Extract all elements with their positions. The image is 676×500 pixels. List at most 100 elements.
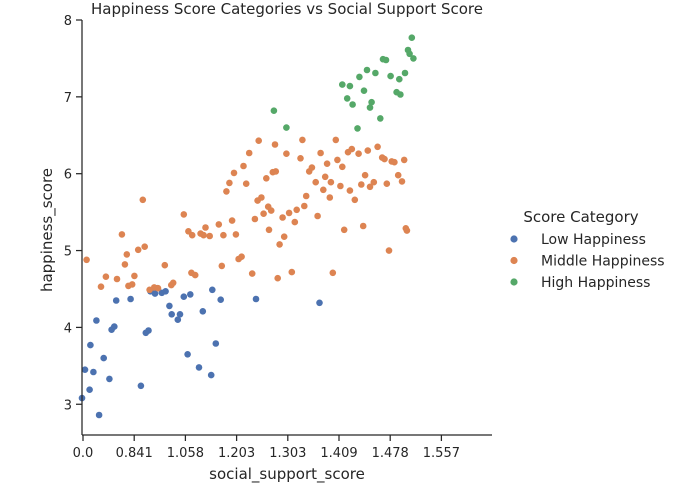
data-point [314,212,321,220]
data-point [360,87,368,94]
data-point [232,231,240,238]
data-point [95,411,103,419]
data-point [106,375,113,383]
data-point [377,115,384,122]
y-ticks: 3 4 5 6 7 8 [64,14,82,413]
x-tick-label: 1.058 [167,446,204,461]
data-point [316,299,323,307]
data-point [202,224,209,231]
data-point [228,217,236,224]
data-point [121,261,129,268]
y-tick-label: 7 [64,91,72,106]
data-point [199,308,207,315]
data-point [242,180,250,187]
legend-label: Low Happiness [541,232,646,248]
x-tick-label: 0.841 [116,446,153,461]
data-point [403,227,411,234]
data-point [195,364,203,371]
data-point [166,302,173,310]
data-point [113,275,121,283]
data-point [81,366,89,374]
data-point [276,241,283,248]
data-point [383,180,391,187]
data-point [168,311,175,318]
data-point [139,196,147,204]
x-tick-label: 1.557 [423,446,460,461]
data-point [218,262,226,270]
data-point [100,354,107,362]
data-point [86,386,93,394]
data-point [359,222,367,230]
legend-marker [510,256,518,265]
y-tick-label: 4 [64,321,72,336]
data-point [334,156,341,164]
data-point [354,125,361,132]
data-point [267,207,275,214]
data-point [326,194,334,201]
legend: Score Category Low Happiness Middle Happi… [510,208,665,291]
data-point [374,143,381,151]
data-point [191,271,199,279]
data-point [385,247,393,254]
data-point [93,317,100,324]
data-point [83,256,90,264]
data-point [134,246,142,254]
data-point [212,340,220,347]
data-point [112,297,120,304]
data-point [102,273,110,281]
data-point [321,173,329,181]
y-tick-label: 3 [64,398,72,413]
data-point [297,155,304,162]
data-point [372,69,379,77]
data-point [161,261,169,269]
data-point [349,101,356,108]
data-point [209,286,216,294]
data-point [145,327,152,334]
data-point [355,150,362,157]
data-point [288,268,296,276]
data-point [397,91,404,98]
data-point [301,202,308,210]
data-point [187,291,194,298]
data-point [141,243,148,250]
data-point [200,231,207,239]
data-point [391,158,398,166]
data-point [131,272,138,280]
data-point [396,75,403,83]
data-point [332,136,340,144]
data-point [154,284,162,292]
legend-marker [510,278,518,286]
legend-label: High Happiness [541,275,650,291]
data-point [348,145,356,153]
data-point [406,50,413,58]
data-point [381,155,388,163]
data-point [408,34,416,41]
data-point [123,251,131,258]
data-point [111,323,118,330]
plot-area [78,34,417,419]
data-point [394,171,402,179]
data-point [339,81,346,88]
data-point [361,171,369,179]
data-point [364,147,372,154]
data-point [215,221,223,228]
data-point [258,194,265,201]
data-point [312,178,320,186]
data-point [410,55,417,62]
data-point [220,231,227,239]
data-point [271,141,279,148]
data-point [127,295,134,303]
data-point [169,279,177,287]
data-point [382,56,390,64]
data-point [263,175,270,182]
data-point [343,95,351,102]
legend-title: Score Category [523,208,638,226]
data-point [320,186,327,194]
data-point [274,274,282,282]
data-point [260,210,267,217]
legend-marker [510,235,518,243]
data-point [358,181,365,188]
y-tick-label: 6 [64,168,72,183]
data-point [401,69,409,77]
